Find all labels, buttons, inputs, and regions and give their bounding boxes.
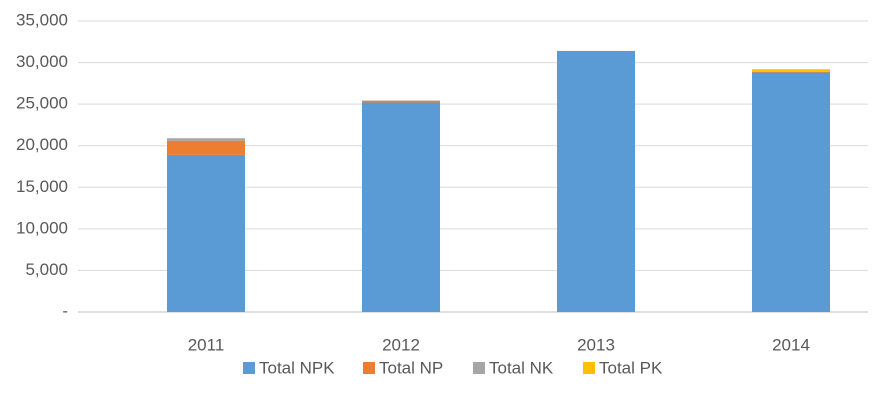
legend-swatch bbox=[583, 362, 595, 374]
x-tick-label: 2014 bbox=[772, 335, 810, 354]
bar-segment bbox=[167, 138, 245, 141]
bar-segment bbox=[362, 102, 440, 312]
legend-label: Total NK bbox=[489, 358, 554, 377]
legend-swatch bbox=[243, 362, 255, 374]
y-tick-label: 35,000 bbox=[16, 10, 68, 29]
bar-segment bbox=[362, 100, 440, 103]
legend-swatch bbox=[473, 362, 485, 374]
y-tick-label: 20,000 bbox=[16, 135, 68, 154]
x-tick-label: 2013 bbox=[577, 335, 615, 354]
y-tick-label: 5,000 bbox=[25, 260, 68, 279]
bar-segment bbox=[752, 71, 830, 73]
y-tick-label: 15,000 bbox=[16, 177, 68, 196]
legend-label: Total NP bbox=[379, 358, 443, 377]
bar-segment bbox=[752, 69, 830, 72]
y-tick-label: 10,000 bbox=[16, 218, 68, 237]
y-tick-label: - bbox=[62, 301, 68, 320]
bar-segment bbox=[167, 140, 245, 155]
x-tick-label: 2011 bbox=[188, 335, 225, 354]
legend-label: Total NPK bbox=[259, 358, 335, 377]
legend-swatch bbox=[363, 362, 375, 374]
y-tick-label: 25,000 bbox=[16, 94, 68, 113]
bar-segment bbox=[167, 154, 245, 312]
bar-segment bbox=[752, 72, 830, 312]
legend-label: Total PK bbox=[599, 358, 663, 377]
y-tick-label: 30,000 bbox=[16, 52, 68, 71]
bar-segment bbox=[557, 50, 635, 312]
x-tick-label: 2012 bbox=[382, 335, 420, 354]
